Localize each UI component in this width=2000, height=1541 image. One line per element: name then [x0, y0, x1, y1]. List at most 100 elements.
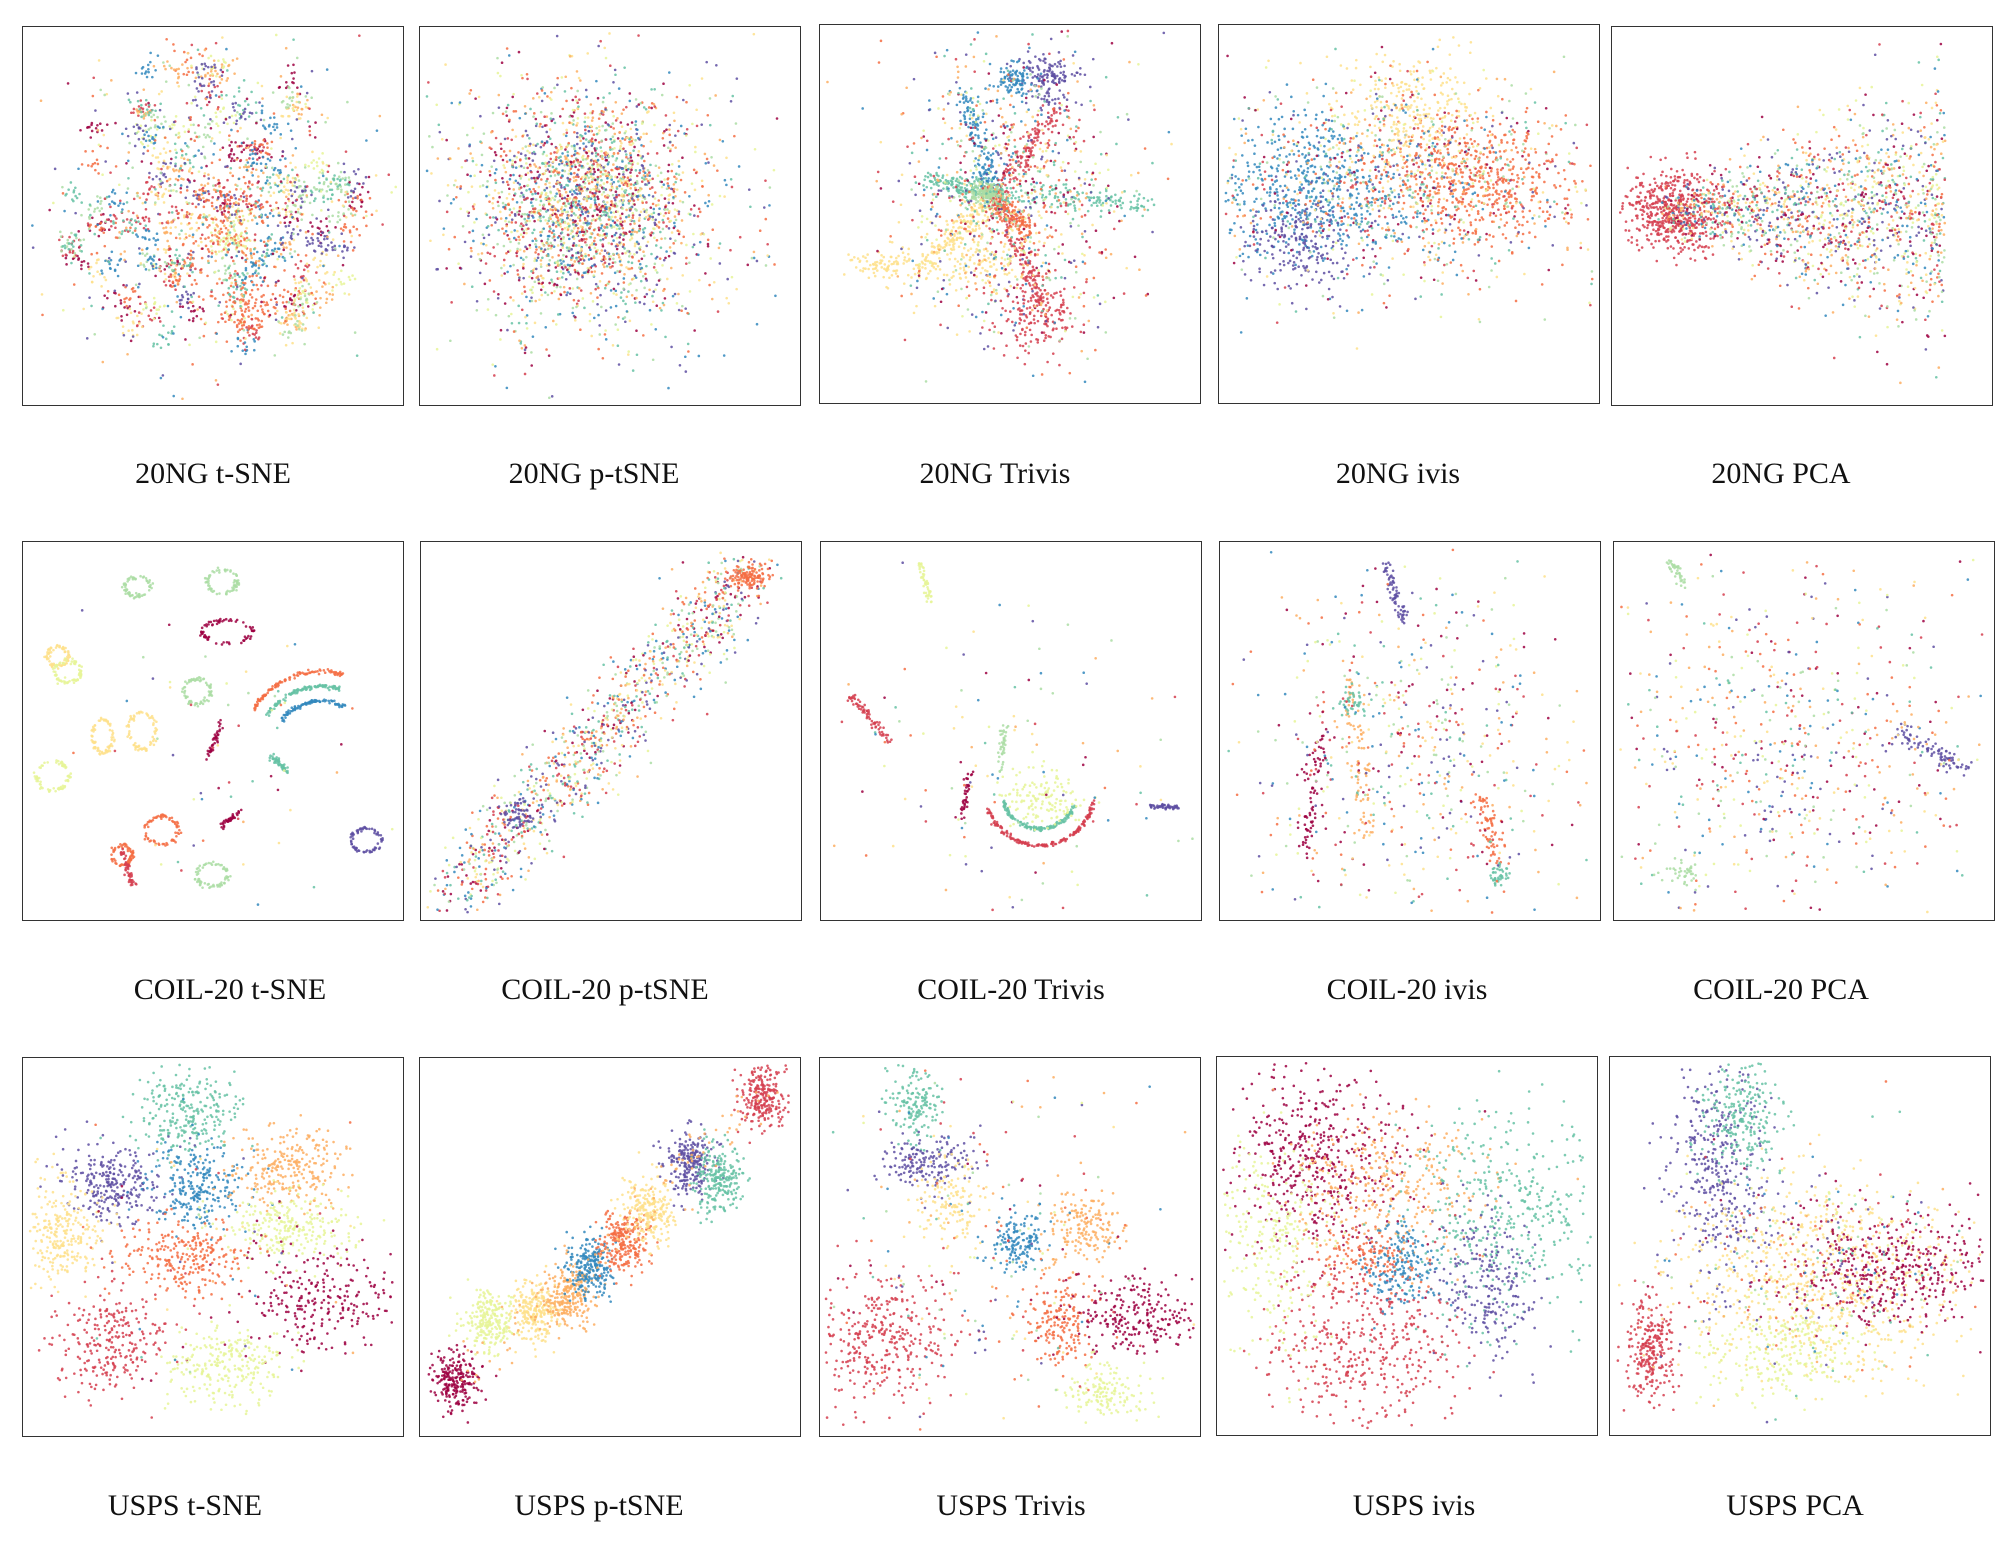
scatter-point: [203, 126, 207, 129]
scatter-point: [624, 149, 627, 153]
scatter-point: [507, 314, 511, 318]
scatter-point: [168, 149, 172, 153]
scatter-point: [297, 305, 300, 308]
scatter-point: [177, 84, 181, 88]
scatter-point: [548, 181, 551, 185]
scatter-point: [673, 119, 676, 123]
scatter-point: [618, 184, 621, 188]
scatter-point: [131, 320, 135, 323]
scatter-point: [331, 248, 335, 252]
scatter-point: [171, 280, 175, 284]
scatter-point: [89, 265, 93, 269]
scatter-point: [297, 289, 301, 293]
scatter-point: [626, 123, 630, 126]
scatter-point: [674, 146, 677, 149]
scatter-point: [150, 119, 153, 122]
scatter-point: [222, 121, 226, 124]
scatter-point: [74, 186, 77, 190]
scatter-point: [167, 189, 171, 193]
scatter-point: [195, 282, 198, 286]
scatter-point: [253, 327, 256, 331]
scatter-point: [225, 305, 229, 308]
scatter-point: [260, 284, 263, 287]
scatter-point: [113, 192, 117, 195]
scatter-point: [103, 275, 106, 279]
scatter-point: [88, 272, 91, 275]
scatter-point: [575, 99, 578, 102]
scatter-point: [613, 196, 616, 200]
scatter-point: [220, 230, 224, 234]
scatter-point: [224, 300, 228, 304]
scatter-point: [275, 201, 278, 204]
scatter-point: [569, 160, 573, 164]
scatter-point: [620, 187, 624, 191]
scatter-point: [581, 275, 584, 279]
scatter-point: [565, 246, 569, 249]
scatter-point: [584, 132, 587, 135]
scatter-point: [149, 60, 152, 64]
scatter-point: [264, 165, 267, 168]
scatter-point: [507, 237, 511, 241]
scatter-point: [160, 167, 163, 171]
scatter-point: [208, 214, 211, 217]
scatter-point: [194, 193, 198, 197]
scatter-point: [253, 142, 257, 146]
scatter-point: [212, 207, 216, 211]
scatter-point: [216, 72, 219, 76]
scatter-point: [718, 242, 722, 245]
scatter-point: [232, 307, 235, 311]
scatter-point: [135, 91, 139, 94]
scatter-point: [653, 221, 657, 225]
scatter-point: [610, 215, 614, 219]
scatter-point: [585, 207, 588, 211]
scatter-point: [219, 68, 223, 72]
scatter-point: [102, 231, 106, 234]
scatter-point: [237, 198, 241, 201]
scatter-point: [548, 137, 552, 141]
scatter-point: [253, 140, 257, 143]
scatter-point: [61, 308, 65, 312]
scatter-point: [573, 204, 576, 207]
scatter-point: [601, 157, 604, 161]
scatter-point: [542, 227, 546, 230]
scatter-point: [123, 250, 126, 253]
scatter-point: [528, 246, 532, 250]
scatter-point: [597, 228, 601, 232]
scatter-point: [576, 271, 580, 275]
scatter-point: [336, 185, 339, 188]
scatter-point: [87, 267, 91, 271]
scatter-point: [162, 280, 166, 283]
scatter-point: [517, 151, 520, 154]
scatter-point: [236, 207, 240, 211]
scatter-point: [304, 163, 307, 167]
scatter-point: [149, 126, 153, 130]
scatter-point: [592, 274, 596, 277]
scatter-point: [202, 298, 205, 301]
scatter-point: [469, 174, 472, 178]
scatter-point: [228, 205, 232, 208]
scatter-point: [258, 101, 261, 104]
scatter-point: [240, 231, 243, 235]
scatter-point: [248, 157, 251, 160]
scatter-point: [79, 244, 83, 247]
scatter-point: [239, 301, 242, 304]
scatter-point: [105, 123, 109, 126]
scatter-point: [532, 97, 535, 100]
scatter-point: [127, 177, 130, 180]
scatter-point: [631, 256, 634, 259]
scatter-point: [341, 204, 345, 207]
scatter-point: [205, 218, 208, 222]
scatter-point: [299, 194, 302, 198]
scatter-point: [274, 280, 278, 284]
scatter-point: [602, 200, 606, 204]
scatter-point: [627, 158, 631, 161]
scatter-point: [286, 189, 290, 192]
scatter-point: [112, 213, 116, 217]
scatter-point: [222, 293, 225, 297]
scatter-point: [80, 163, 84, 166]
scatter-point: [173, 142, 177, 146]
scatter-point: [262, 250, 266, 254]
scatter-point: [381, 223, 384, 226]
scatter-point: [609, 289, 613, 292]
scatter-point: [176, 216, 180, 220]
